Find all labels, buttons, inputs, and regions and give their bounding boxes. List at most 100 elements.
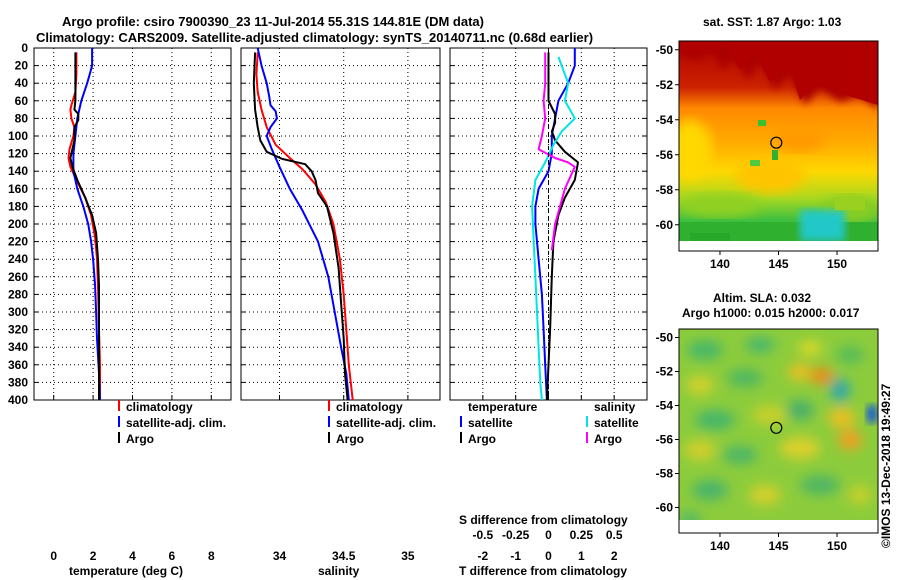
- depth-tick-label: 400: [8, 393, 28, 407]
- x-tick-label: 35: [401, 549, 415, 563]
- depth-tick-labels: 0 20 40 60 80 100 120 140 160 180 200 220 240 260 280 3…: [8, 41, 28, 407]
- series-line-argo: [252, 52, 349, 400]
- legend-climatology: climatology: [126, 400, 193, 414]
- x-tick-label: 2: [90, 549, 97, 563]
- depth-tick-label: 260: [8, 270, 28, 284]
- legend-satellite: satellite-adj. clim.: [336, 416, 436, 430]
- map-x-tick-label: 150: [827, 257, 847, 271]
- map-x-tick-label: 140: [710, 539, 730, 553]
- difference-panel: -2 -1 0 1 2 -0.5 -0.25 0 0.25 0.5 S difference f…: [449, 47, 648, 578]
- depth-tick-label: 140: [8, 164, 28, 178]
- depth-tick-label: 100: [8, 129, 28, 143]
- difference-legend: temperature satellite Argo salinity sate…: [460, 400, 639, 446]
- series-line-satellite-adj-clim-: [256, 48, 350, 400]
- argo-position-marker: [770, 136, 783, 149]
- map-y-tick-label: -52: [656, 78, 674, 92]
- map-y-tick-label: -56: [656, 433, 674, 447]
- sla-map-title: Altim. SLA: 0.032: [713, 291, 811, 305]
- legend-argo: Argo: [126, 432, 154, 446]
- x-tick-label: 0: [50, 549, 57, 563]
- x-tick-label: 4: [129, 549, 136, 563]
- depth-tick-label: 280: [8, 287, 28, 301]
- x-tick-label: 0: [545, 549, 552, 563]
- salinity-tick-labels: 34 34.5 35: [273, 549, 415, 563]
- map-x-tick-label: 150: [827, 539, 847, 553]
- map-x-tick-label: 145: [768, 257, 788, 271]
- depth-tick-label: 40: [15, 76, 29, 90]
- map-y-tick-label: -50: [656, 331, 674, 345]
- footer-credit: ©IMOS 13-Dec-2018 19:49:27: [879, 383, 893, 548]
- difference-grid: [450, 47, 647, 401]
- sla-map-ticks: 140 145 150 -50 -52 -54 -56 -58 -60: [656, 331, 848, 554]
- header-line-2: Climatology: CARS2009. Satellite-adjuste…: [36, 30, 593, 45]
- legend-t-satellite: satellite: [468, 416, 513, 430]
- salinity-xlabel: salinity: [318, 564, 360, 578]
- salinity-series: [252, 48, 354, 400]
- t-difference-xlabel: T difference from climatology: [459, 564, 627, 578]
- depth-tick-label: 220: [8, 235, 28, 249]
- series-line-satellite-adj-clim-: [72, 48, 101, 400]
- map-y-tick-label: -58: [656, 467, 674, 481]
- sst-heatmap: [679, 41, 878, 251]
- depth-tick-label: 80: [15, 111, 29, 125]
- series-line-s-satellite: [531, 56, 576, 400]
- series-line-argo: [69, 52, 100, 400]
- x-tick-label: -2: [477, 549, 488, 563]
- temperature-xlabel: temperature (deg C): [69, 564, 183, 578]
- sla-map-panel: Altim. SLA: 0.032 Argo h1000: 0.015 h200…: [656, 291, 879, 554]
- t-difference-tick-labels: -2 -1 0 1 2: [477, 549, 617, 563]
- depth-tick-label: 320: [8, 323, 28, 337]
- s-tick-label: 0: [545, 528, 552, 542]
- salinity-grid: [241, 47, 440, 401]
- map-y-tick-label: -50: [656, 43, 674, 57]
- depth-tick-label: 300: [8, 305, 28, 319]
- map-x-tick-label: 140: [710, 257, 730, 271]
- depth-tick-label: 60: [15, 94, 29, 108]
- map-y-tick-label: -60: [656, 501, 674, 515]
- map-y-tick-label: -56: [656, 148, 674, 162]
- sla-map-subtitle: Argo h1000: 0.015 h2000: 0.017: [682, 306, 860, 320]
- x-tick-label: 34: [273, 549, 287, 563]
- depth-tick-label: 200: [8, 217, 28, 231]
- map-y-tick-label: -54: [656, 113, 674, 127]
- s-tick-label: -0.5: [472, 528, 493, 542]
- legend-satellite: satellite-adj. clim.: [126, 416, 226, 430]
- legend-s-argo: Argo: [594, 432, 622, 446]
- legend-t-argo: Argo: [468, 432, 496, 446]
- legend-salinity-heading: salinity: [594, 400, 636, 414]
- x-tick-label: 34.5: [332, 549, 356, 563]
- sla-heatmap: [679, 329, 878, 533]
- s-difference-tick-labels: -0.5 -0.25 0 0.25 0.5: [472, 528, 622, 542]
- depth-tick-label: 160: [8, 182, 28, 196]
- temperature-tick-labels: 0 2 4 6 8: [50, 549, 215, 563]
- argo-position-marker: [770, 421, 783, 434]
- salinity-panel: 34 34.5 35 salinity climatology satellite-…: [240, 47, 441, 578]
- s-difference-xlabel: S difference from climatology: [459, 513, 628, 527]
- depth-tick-label: 360: [8, 358, 28, 372]
- depth-tick-label: 240: [8, 252, 28, 266]
- x-tick-label: 8: [208, 549, 215, 563]
- s-tick-label: -0.25: [502, 528, 530, 542]
- depth-tick-label: 380: [8, 375, 28, 389]
- depth-tick-label: 20: [15, 59, 29, 73]
- temperature-series: [67, 48, 101, 400]
- x-tick-label: -1: [510, 549, 521, 563]
- salinity-legend: climatology satellite-adj. clim. Argo: [328, 400, 436, 446]
- map-y-tick-label: -58: [656, 183, 674, 197]
- x-tick-label: 2: [611, 549, 618, 563]
- depth-tick-label: 0: [21, 41, 28, 55]
- legend-s-satellite: satellite: [594, 416, 639, 430]
- depth-tick-label: 180: [8, 199, 28, 213]
- temperature-panel: 0204060801001201401601802002202402602803…: [8, 41, 232, 578]
- x-tick-label: 1: [578, 549, 585, 563]
- map-y-tick-label: -60: [656, 218, 674, 232]
- depth-tick-label: 340: [8, 340, 28, 354]
- sst-map-title: sat. SST: 1.87 Argo: 1.03: [703, 15, 842, 29]
- depth-tick-label: 120: [8, 147, 28, 161]
- temperature-grid: [34, 47, 231, 401]
- difference-series: [531, 48, 579, 400]
- temperature-legend: climatology satellite-adj. clim. Argo: [118, 400, 226, 446]
- series-line-t-argo: [545, 52, 579, 400]
- map-y-tick-label: -54: [656, 399, 674, 413]
- s-tick-label: 0.25: [570, 528, 594, 542]
